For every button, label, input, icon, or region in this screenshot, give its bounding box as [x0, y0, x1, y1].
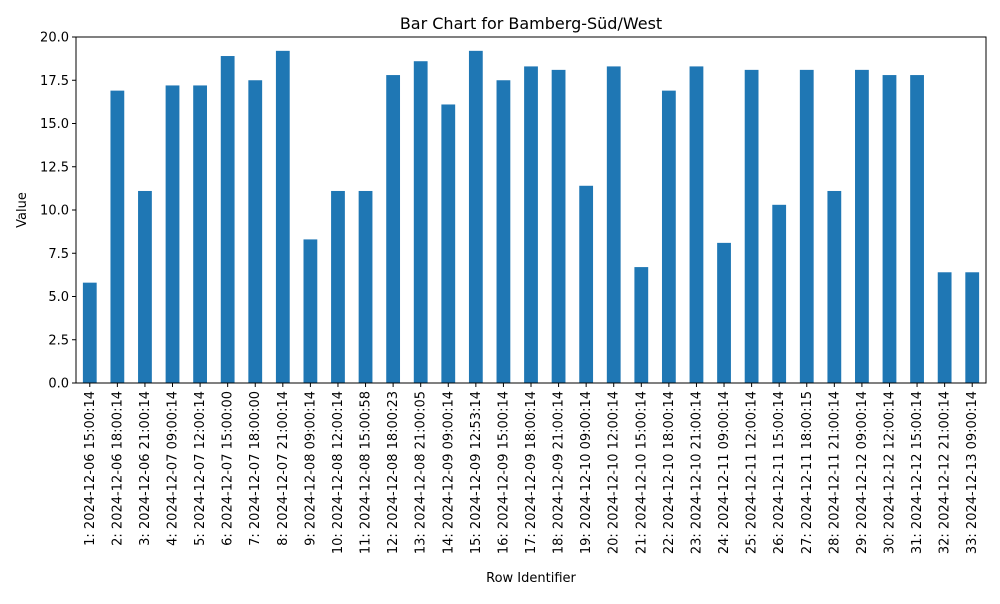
x-tick-label: 5: 2024-12-07 12:00:14	[193, 391, 208, 546]
x-tick-label: 17: 2024-12-09 18:00:14	[524, 391, 539, 554]
bar	[358, 190, 373, 383]
x-tick-label: 4: 2024-12-07 09:00:14	[166, 391, 181, 546]
y-tick-label: 12.5	[40, 160, 69, 175]
bar	[468, 50, 483, 384]
x-tick-label: 26: 2024-12-11 15:00:14	[772, 391, 787, 554]
bar	[524, 66, 538, 383]
x-tick-label: 25: 2024-12-11 12:00:14	[745, 391, 760, 554]
bar	[82, 282, 97, 383]
bar	[138, 190, 152, 383]
bar	[882, 75, 897, 383]
bar	[744, 69, 759, 384]
x-tick-label: 10: 2024-12-08 12:00:14	[331, 391, 346, 554]
bar	[248, 80, 263, 383]
bar	[220, 56, 235, 383]
plot-frame	[75, 36, 987, 384]
bar	[689, 66, 704, 383]
bar	[606, 66, 621, 383]
x-tick-label: 32: 2024-12-12 21:00:14	[938, 391, 953, 554]
bar	[661, 90, 676, 383]
x-tick-label: 23: 2024-12-10 21:00:14	[689, 391, 704, 554]
y-tick-label: 2.5	[48, 333, 69, 348]
bar	[799, 69, 814, 384]
bar	[303, 239, 318, 383]
y-tick-label: 17.5	[40, 74, 69, 89]
x-tick-label: 7: 2024-12-07 18:00:00	[248, 391, 263, 546]
bar	[441, 104, 456, 383]
y-tick-label: 0.0	[48, 377, 69, 392]
x-tick-label: 24: 2024-12-11 09:00:14	[717, 391, 732, 554]
bars-layer	[82, 50, 980, 384]
y-tick-label: 7.5	[48, 247, 69, 262]
x-tick-label: 13: 2024-12-08 21:00:05	[414, 391, 429, 554]
chart-title: Bar Chart for Bamberg-Süd/West	[400, 14, 662, 33]
bar	[386, 75, 401, 383]
bar	[634, 267, 649, 383]
bar	[827, 190, 842, 383]
x-tick-label: 21: 2024-12-10 15:00:14	[634, 391, 649, 554]
x-tick-label: 29: 2024-12-12 09:00:14	[855, 391, 870, 554]
x-tick-label: 27: 2024-12-11 18:00:15	[800, 391, 815, 554]
x-tick-label: 9: 2024-12-08 09:00:14	[303, 391, 318, 546]
x-tick-label: 30: 2024-12-12 12:00:14	[882, 391, 897, 554]
bar	[331, 190, 345, 383]
x-tick-label: 31: 2024-12-12 15:00:14	[910, 391, 925, 554]
bar	[275, 50, 290, 384]
bar	[910, 75, 924, 383]
x-tick-label: 22: 2024-12-10 18:00:14	[662, 391, 677, 554]
x-axis-label: Row Identifier	[486, 571, 576, 586]
x-tick-label: 19: 2024-12-10 09:00:14	[579, 391, 594, 554]
bar	[165, 85, 180, 383]
y-tick-label: 15.0	[40, 117, 69, 132]
bar	[551, 69, 566, 384]
bar	[937, 272, 952, 383]
x-tick-label: 16: 2024-12-09 15:00:14	[496, 391, 511, 554]
x-tick-label: 15: 2024-12-09 12:53:14	[469, 391, 484, 554]
x-tick-label: 20: 2024-12-10 12:00:14	[607, 391, 622, 554]
x-tick-label: 1: 2024-12-06 15:00:14	[83, 391, 98, 546]
x-tick-label: 6: 2024-12-07 15:00:00	[221, 391, 236, 546]
bar	[193, 85, 207, 383]
y-axis-label: Value	[15, 192, 30, 228]
x-tick-label: 28: 2024-12-11 21:00:14	[827, 391, 842, 554]
x-tick-label: 18: 2024-12-09 21:00:14	[552, 391, 567, 554]
y-tick-label: 10.0	[40, 204, 69, 219]
bar	[772, 204, 787, 383]
x-tick-label: 12: 2024-12-08 18:00:23	[386, 391, 401, 554]
bar	[855, 69, 869, 384]
bar	[579, 185, 594, 383]
x-tick-label: 14: 2024-12-09 09:00:14	[441, 391, 456, 554]
bar	[413, 61, 428, 383]
bar	[496, 80, 511, 383]
x-tick-label: 11: 2024-12-08 15:00:58	[359, 391, 374, 554]
y-tick-label: 20.0	[40, 31, 69, 46]
x-axis: 1: 2024-12-06 15:00:14 2: 2024-12-06 18:0…	[83, 383, 980, 554]
y-axis: 0.0 2.5 5.0 7.5 10.0 12.5 15.0 17.5 20.0	[40, 31, 76, 392]
x-tick-label: 8: 2024-12-07 21:00:14	[276, 391, 291, 546]
x-tick-label: 3: 2024-12-06 21:00:14	[138, 391, 153, 546]
bar	[965, 272, 980, 383]
y-tick-label: 5.0	[48, 290, 69, 305]
x-tick-label: 2: 2024-12-06 18:00:14	[110, 391, 125, 546]
x-tick-label: 33: 2024-12-13 09:00:14	[965, 391, 980, 554]
bar	[717, 242, 731, 383]
bar	[110, 90, 125, 383]
